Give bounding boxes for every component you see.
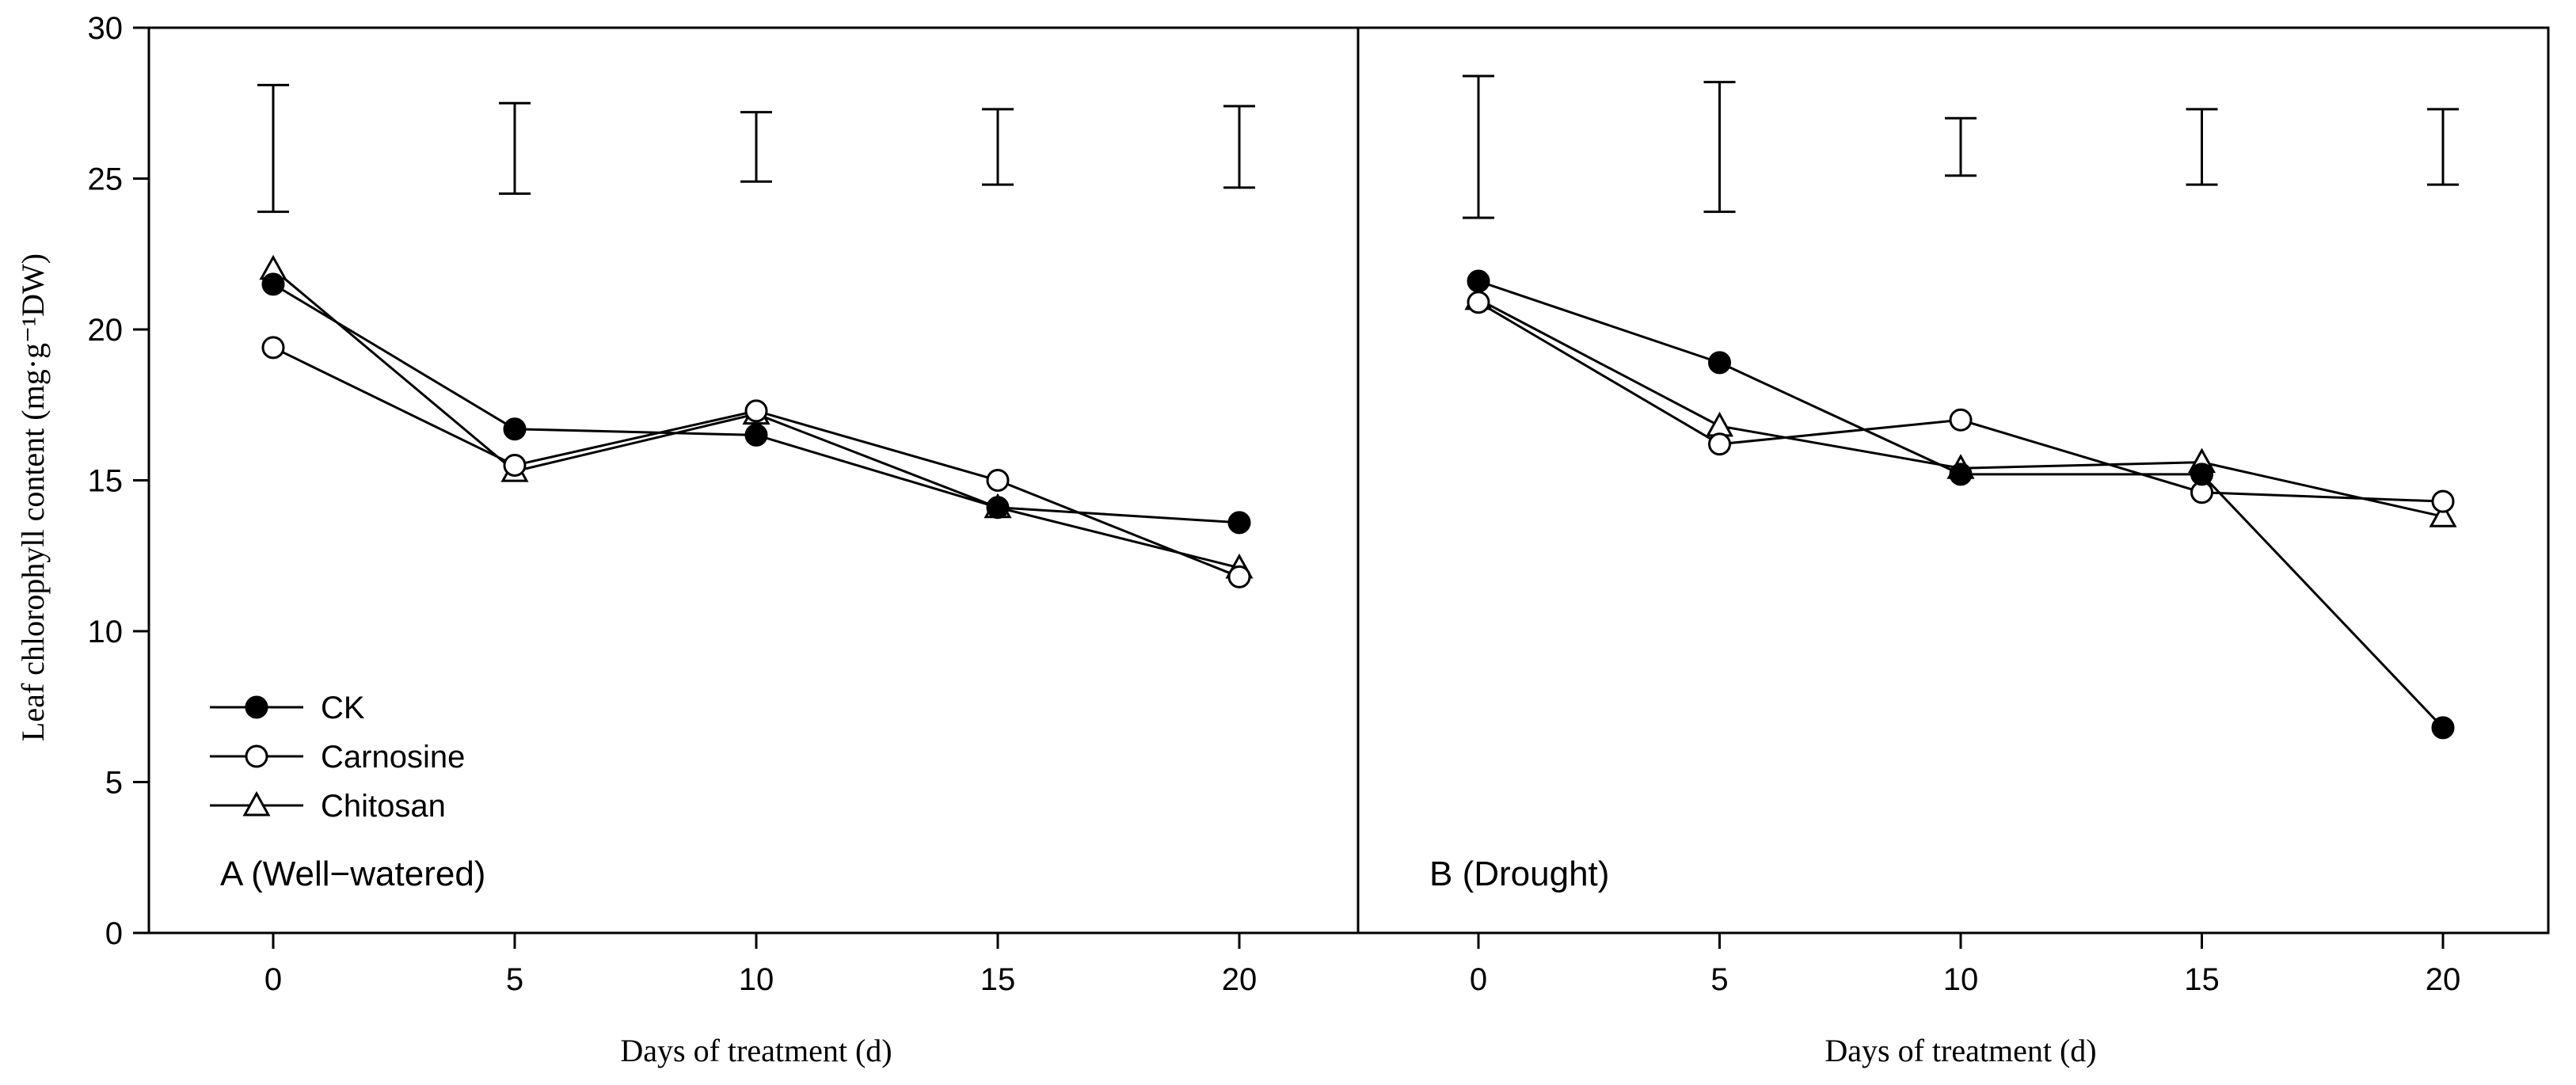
legend-ck-label: CK: [321, 691, 365, 725]
panel-b-ck-point: [2431, 716, 2455, 740]
panel-a-x-tick-label: 5: [506, 962, 523, 997]
panel-a-ck-point: [503, 417, 527, 441]
panel-b-x-tick-label: 20: [2426, 962, 2461, 997]
panel-b-x-tick-label: 10: [1943, 962, 1979, 997]
panel-b-x-axis-title: Days of treatment (d): [1825, 1033, 2096, 1068]
y-axis-title: Leaf chlorophyll content (mg·g⁻¹DW): [15, 253, 51, 741]
panel-b-x-tick-label: 5: [1710, 962, 1728, 997]
y-tick-label: 0: [105, 916, 123, 951]
panel-b-carnosine-point: [1708, 432, 1731, 456]
legend: CK Carnosine Chitosan: [210, 691, 465, 824]
panel-a-ck-point: [261, 272, 285, 296]
panel-b-x-tick-label: 0: [1470, 962, 1487, 997]
panel-b-chitosan-point: [2429, 502, 2457, 527]
legend-carnosine-label: Carnosine: [321, 740, 465, 775]
panel-a-label: A (Well−watered): [220, 855, 485, 893]
panel-a-x-tick-label: 20: [1222, 962, 1258, 997]
panel-b-ck-point: [1708, 351, 1731, 375]
panel-a-x-axis-title: Days of treatment (d): [620, 1033, 892, 1068]
y-tick-label: 15: [88, 464, 124, 499]
panel-b-ck-point: [1949, 463, 1973, 486]
legend-chitosan-marker: [242, 790, 271, 817]
panel-b-label: B (Drought): [1429, 855, 1609, 893]
panel-b-ck-line: [1478, 280, 2445, 729]
panel-b-carnosine-point: [1949, 408, 1973, 432]
axes-layer: 0 5 10 15 20 25 30 0 5 10 15 20 Days of treatment (d…: [88, 11, 2550, 1068]
y-tick-label: 20: [88, 313, 124, 348]
legend-chitosan-label: Chitosan: [321, 789, 446, 824]
panel-a-carnosine-point: [261, 336, 285, 360]
legend-ck-marker: [245, 695, 268, 719]
panel-a-ck-point: [1227, 511, 1251, 535]
panel-a-ck-point: [744, 423, 768, 447]
panel-a-carnosine-point: [503, 453, 527, 477]
legend-carnosine-marker: [245, 744, 268, 768]
panel-a-x-tick-label: 0: [264, 962, 282, 997]
panel-b-ck-point: [2190, 463, 2213, 486]
panel-a-x-tick-label: 15: [980, 962, 1016, 997]
marks-layer: [257, 74, 2459, 740]
y-tick-label: 30: [88, 11, 124, 46]
panel-a-carnosine-point: [744, 399, 768, 423]
y-tick-label: 5: [105, 766, 123, 801]
panel-b-x-tick-label: 15: [2184, 962, 2220, 997]
panel-a-x-tick-label: 10: [739, 962, 774, 997]
panel-a-carnosine-point: [1227, 565, 1251, 588]
panel-b-chitosan-point: [1705, 411, 1734, 437]
panel-b-carnosine-point: [1467, 291, 1490, 314]
panel-b-ck-point: [1467, 269, 1490, 293]
y-tick-label: 25: [88, 162, 124, 197]
panel-a-carnosine-point: [986, 469, 1010, 492]
y-tick-label: 10: [88, 615, 124, 649]
panel-a-carnosine-line: [272, 346, 1240, 578]
panel-a-ck-point: [986, 496, 1010, 520]
panel-b-carnosine-point: [2431, 489, 2455, 513]
